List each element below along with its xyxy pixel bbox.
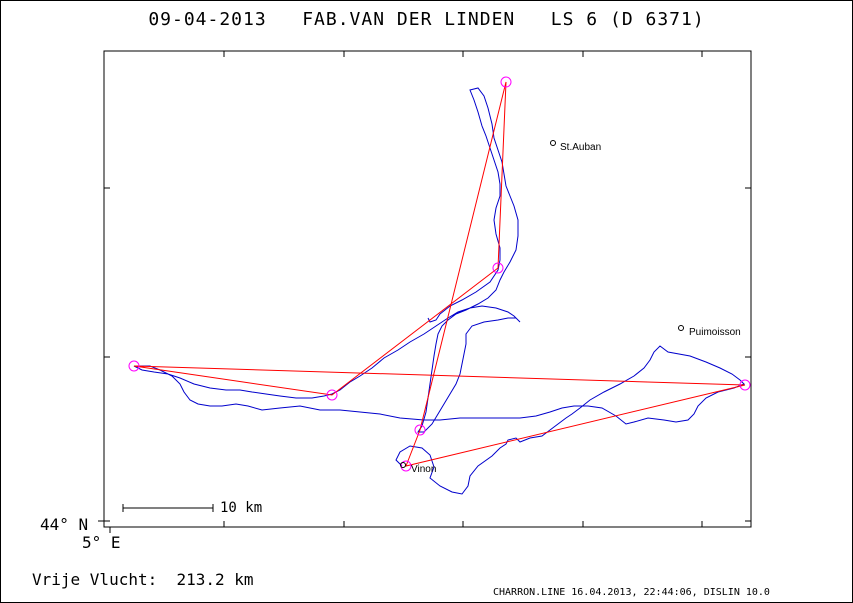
scale-bar xyxy=(122,504,214,512)
glider-id: LS 6 (D 6371) xyxy=(550,9,705,30)
town-label-st-auban: St.Auban xyxy=(560,142,602,153)
footer-credit: CHARRON.LINE 16.04.2013, 22:44:06, DISLI… xyxy=(493,587,770,598)
scale-label: 10 km xyxy=(220,500,263,516)
longitude-label: 5° E xyxy=(82,533,121,552)
town-marker-icon xyxy=(400,462,406,468)
town-marker-icon xyxy=(550,140,556,146)
distance-summary: Vrije Vlucht: 213.2 km xyxy=(32,570,254,589)
map-title: 09-04-2013 FAB.VAN DER LINDEN LS 6 (D 63… xyxy=(0,9,853,30)
pilot-name: FAB.VAN DER LINDEN xyxy=(302,9,516,30)
flight-date: 09-04-2013 xyxy=(148,9,267,30)
gps-track xyxy=(133,87,745,495)
latitude-label: 44° N xyxy=(40,515,89,534)
town-label-vinon: Vinon xyxy=(411,464,437,475)
turnpoint-circle xyxy=(492,262,504,274)
axis-ticks xyxy=(98,51,751,533)
plot-area xyxy=(103,50,752,528)
turnpoint-circle xyxy=(500,76,512,88)
distance-value: 213.2 km xyxy=(176,570,254,589)
task-legs xyxy=(133,81,746,467)
town-marker-icon xyxy=(678,325,684,331)
turnpoint-circle xyxy=(739,379,751,391)
turnpoint-circle xyxy=(414,424,426,436)
turnpoint-circle xyxy=(128,360,140,372)
town-label-puimoisson: Puimoisson xyxy=(689,327,741,338)
turnpoint-circle xyxy=(326,389,338,401)
distance-label: Vrije Vlucht: xyxy=(32,570,158,589)
